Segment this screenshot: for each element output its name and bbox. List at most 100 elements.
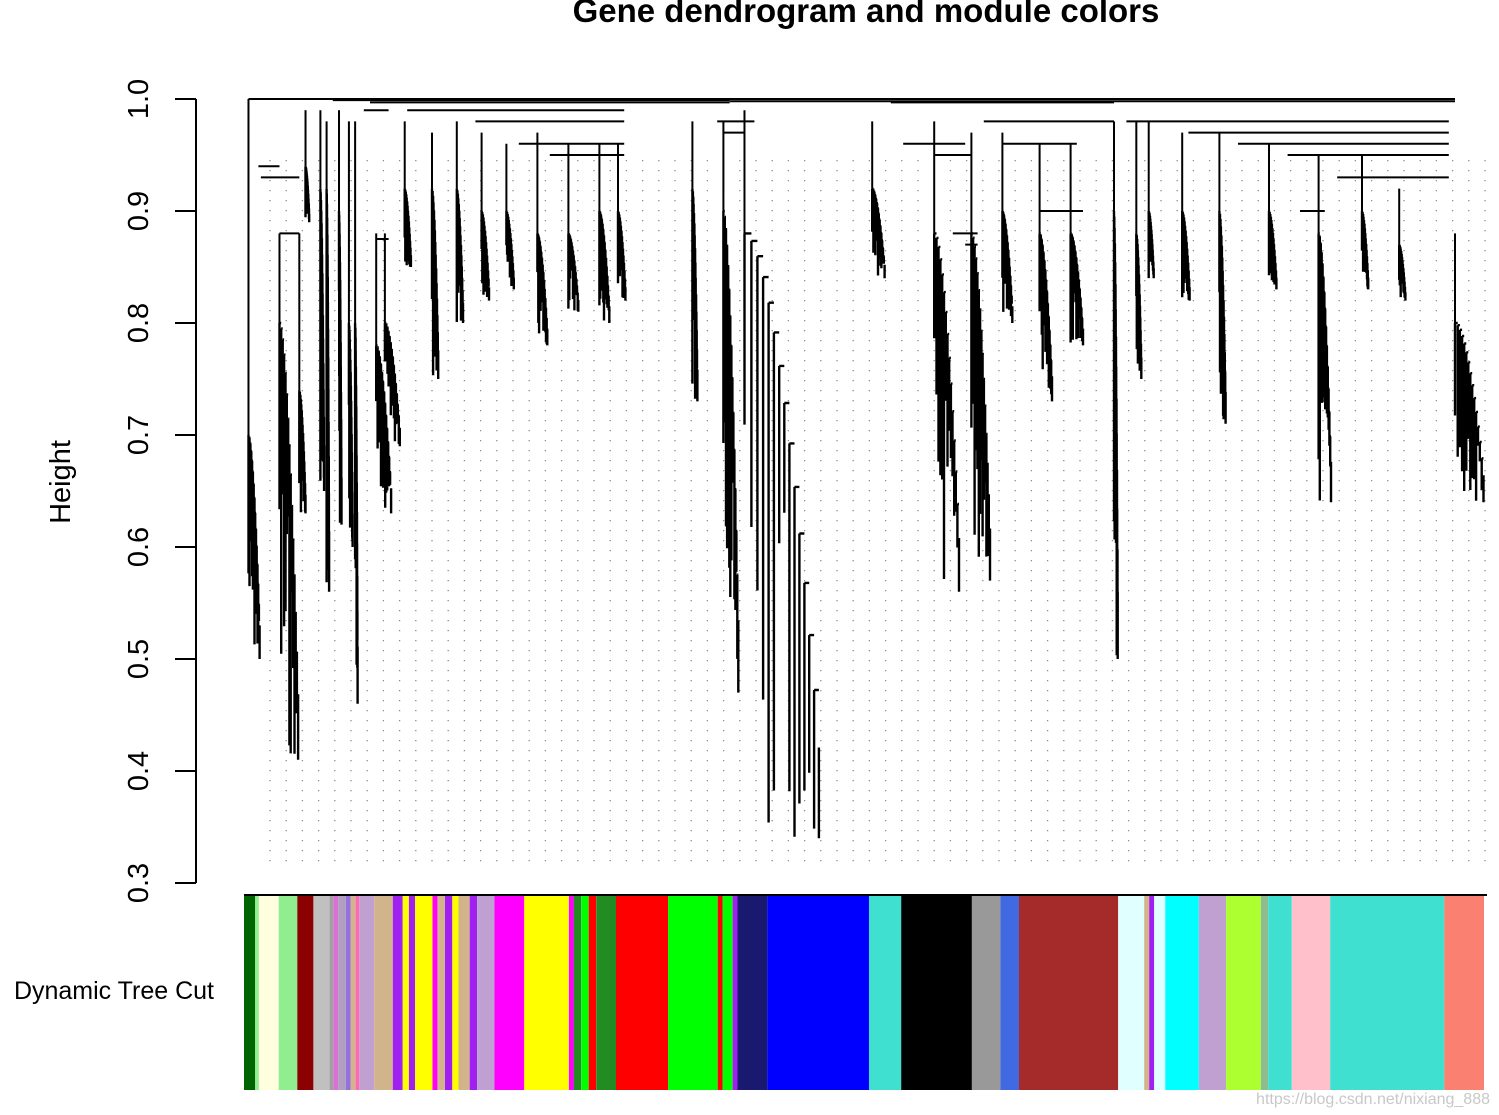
y-axis: 0.3 0.4 0.5 0.6 0.7 0.8 0.9 1.0: [123, 79, 197, 903]
y-axis-label: Height: [45, 440, 77, 524]
module-color-segment: [1154, 896, 1166, 1090]
dendrogram-subtree: [1069, 232, 1085, 346]
dendrogram-tree: [247, 98, 1485, 839]
module-color-segment: [244, 896, 256, 1090]
y-tick-label: 1.0: [123, 79, 155, 119]
dendrogram-subtree: [298, 389, 307, 514]
dendrogram-subtree: [871, 187, 886, 279]
dendrogram-subtree: [1147, 209, 1155, 279]
dendrogram-subtree: [455, 187, 465, 323]
dendrogram-subtree: [1453, 321, 1485, 503]
module-color-segment: [359, 896, 375, 1090]
module-color-segment: [524, 896, 569, 1090]
module-color-segment: [355, 896, 360, 1090]
module-color-segment: [313, 896, 330, 1090]
y-tick-label: 0.8: [123, 303, 155, 343]
module-color-segment: [452, 896, 459, 1090]
module-color-segment: [596, 896, 616, 1090]
y-tick-label: 0.6: [123, 527, 155, 567]
dendrogram-subtree: [353, 321, 359, 704]
module-color-segment: [494, 896, 525, 1090]
module-color-segment: [402, 896, 409, 1090]
module-color-segment: [278, 896, 298, 1090]
dendrogram-subtree: [1112, 209, 1119, 659]
module-color-segment: [588, 896, 597, 1090]
module-color-bar: [244, 894, 1487, 1090]
watermark: https://blog.csdn.net/nixiang_888: [1256, 1091, 1490, 1108]
module-color-segment: [392, 896, 403, 1090]
dendrogram-subtree: [375, 344, 393, 514]
dendrogram-subtree: [536, 232, 549, 346]
module-color-segment: [255, 896, 259, 1090]
dendrogram-subtree: [347, 321, 354, 547]
module-color-segment: [458, 896, 470, 1090]
module-color-segment: [258, 896, 279, 1090]
module-color-segment: [767, 896, 869, 1090]
chart-title: Gene dendrogram and module colors: [573, 0, 1160, 29]
module-color-segment: [717, 896, 723, 1090]
module-color-segment: [345, 896, 351, 1090]
module-color-segment: [581, 896, 589, 1090]
dendrogram-subtree: [1038, 232, 1054, 402]
dendrogram-subtree: [304, 165, 311, 223]
dendrogram-subtree: [480, 209, 491, 301]
dendrogram-subtree: [337, 209, 343, 525]
module-color-segment: [477, 896, 495, 1090]
dendrogram-subtree: [430, 187, 440, 379]
module-color-segment: [616, 896, 669, 1090]
dendrogram-subtree: [1218, 209, 1227, 424]
dendrogram-subtree: [743, 232, 821, 839]
module-color-segment: [869, 896, 902, 1090]
module-color-segment: [444, 896, 453, 1090]
module-color-segment: [568, 896, 574, 1090]
module-color-segment: [374, 896, 393, 1090]
color-bar-label: Dynamic Tree Cut: [14, 977, 214, 1005]
module-color-segment: [469, 896, 478, 1090]
module-color-segment: [350, 896, 356, 1090]
dendrogram-subtree: [403, 187, 413, 267]
module-color-segment: [415, 896, 433, 1090]
dendrogram-subtree: [1317, 232, 1333, 503]
module-color-segment: [297, 896, 314, 1090]
module-color-segment: [737, 896, 768, 1090]
y-tick-label: 0.5: [123, 639, 155, 679]
dendrogram-subtree: [970, 232, 992, 581]
dendrogram-subtree: [691, 187, 699, 402]
module-color-segment: [1165, 896, 1199, 1090]
module-color-segment: [437, 896, 445, 1090]
module-color-segment: [573, 896, 582, 1090]
module-color-segment: [1226, 896, 1261, 1090]
module-color-segment: [338, 896, 346, 1090]
module-color-segment: [722, 896, 733, 1090]
module-color-segment: [732, 896, 738, 1090]
module-color-segment: [1144, 896, 1150, 1090]
module-color-segment: [1444, 896, 1484, 1090]
module-color-segment: [971, 896, 1001, 1090]
dendrogram-subtree: [247, 433, 261, 659]
dendrogram-subtree: [1135, 232, 1143, 379]
dendrogram-subtree: [1360, 209, 1370, 290]
dendrogram-subtree: [598, 209, 611, 323]
dendrogram-subtree: [505, 209, 515, 290]
module-color-segment: [1268, 896, 1292, 1090]
module-color-segment: [1198, 896, 1227, 1090]
module-color-segment: [333, 896, 339, 1090]
module-color-segment: [901, 896, 972, 1090]
dendrogram-subtree: [1001, 209, 1014, 323]
module-color-segment: [1019, 896, 1119, 1090]
dendrogram-subtree: [933, 232, 961, 592]
y-tick-label: 0.4: [123, 751, 155, 791]
y-tick-label: 0.3: [123, 863, 155, 903]
module-color-segment: [1118, 896, 1145, 1090]
dendrogram-subtree: [1181, 209, 1191, 301]
module-color-segment: [1149, 896, 1155, 1090]
module-color-segment: [408, 896, 416, 1090]
dendrogram-subtree: [325, 187, 331, 592]
module-color-segment: [668, 896, 718, 1090]
dendrogram-subtree: [567, 232, 580, 312]
dendrogram-subtree: [616, 209, 627, 301]
dendrogram-subtree: [1398, 243, 1407, 301]
y-tick-label: 0.9: [123, 191, 155, 231]
module-color-segment: [432, 896, 438, 1090]
